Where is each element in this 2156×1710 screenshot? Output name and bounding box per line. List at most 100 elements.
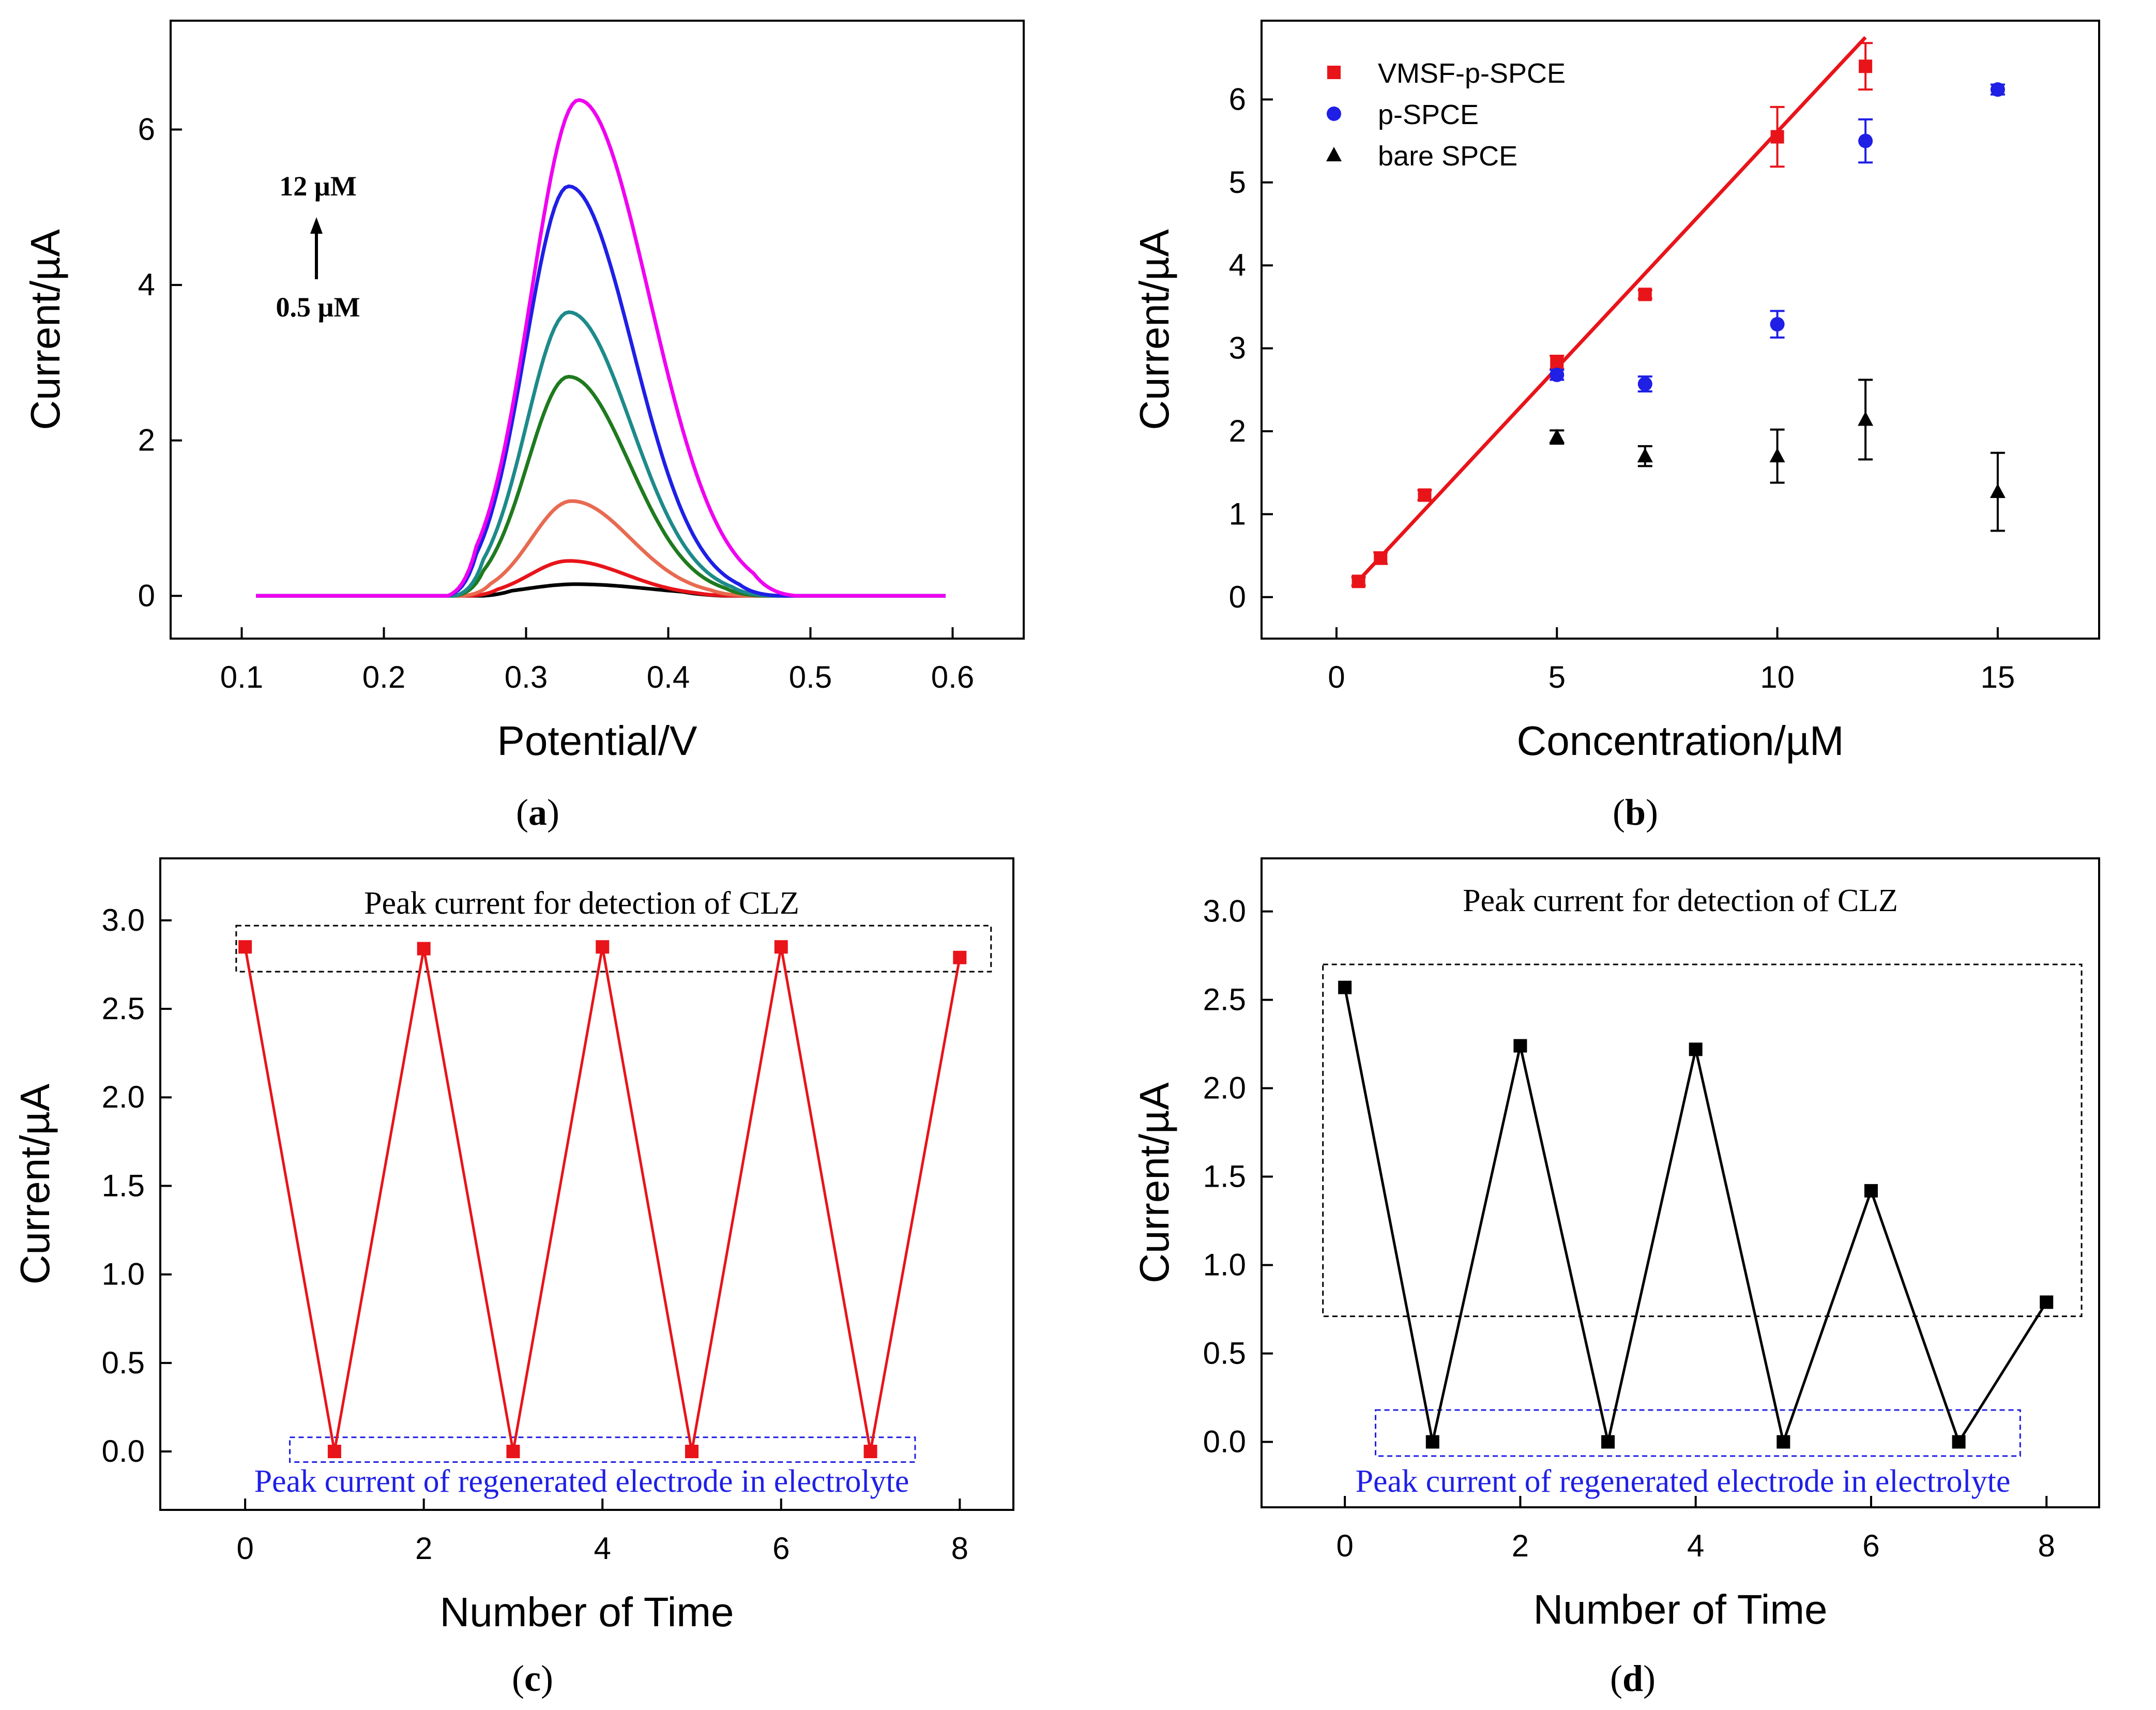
x-tick-label: 2 xyxy=(415,1531,432,1566)
y-tick-label: 3 xyxy=(1229,331,1246,366)
data-point xyxy=(1352,574,1365,588)
data-point xyxy=(1601,1435,1615,1449)
panel-caption: (d) xyxy=(1610,1658,1656,1699)
y-axis-title: Current/µA xyxy=(1131,229,1177,430)
plot-frame xyxy=(159,857,1014,1511)
annotation-arrow-head xyxy=(310,217,323,234)
annotation-top: 12 µM xyxy=(279,171,357,202)
voltammogram-curve xyxy=(256,499,946,598)
legend-label: bare SPCE xyxy=(1378,141,1517,172)
panel-c: 0 2 4 6 8 0.0 0.5 1.0 1.5 2.0 2.5 3.0 Number of Time… xyxy=(12,857,1014,1699)
x-axis-title: Number of Time xyxy=(439,1589,734,1635)
caption-paren-open: ( xyxy=(1610,1658,1622,1699)
legend-label: p-SPCE xyxy=(1378,99,1479,130)
caption-paren-close: ) xyxy=(547,792,559,833)
voltammogram-curve xyxy=(256,559,946,598)
caption-letter: b xyxy=(1625,792,1646,833)
annotation-box xyxy=(1375,1409,2021,1457)
data-point xyxy=(1864,1184,1878,1198)
data-point xyxy=(1770,317,1785,332)
y-tick-label: 3.0 xyxy=(102,903,145,937)
x-axis-title: Concentration/µM xyxy=(1516,718,1844,764)
data-point xyxy=(953,950,967,964)
y-axis-title: Current/µA xyxy=(1131,1082,1177,1283)
voltammogram-curve xyxy=(256,374,946,598)
legend-marker xyxy=(1327,66,1341,79)
fit-line xyxy=(1357,36,1867,582)
panel-d: 0 2 4 6 8 0.0 0.5 1.0 1.5 2.0 2.5 3.0 Number of Time… xyxy=(1131,857,2100,1699)
panel-b: 0 5 10 15 0 1 2 3 4 5 6 Concentration/µM Current/µA (… xyxy=(1131,20,2100,833)
x-tick-label: 0.3 xyxy=(505,660,548,694)
legend-marker xyxy=(1327,107,1341,121)
annotation-box xyxy=(289,1436,916,1463)
x-tick-label: 6 xyxy=(772,1531,789,1566)
y-tick-label: 6 xyxy=(1229,82,1246,116)
x-tick-label: 5 xyxy=(1548,660,1566,694)
data-point xyxy=(1374,551,1388,565)
data-point xyxy=(1418,488,1432,502)
data-point xyxy=(1990,82,2005,97)
data-point xyxy=(1769,448,1785,463)
y-tick-label: 1.0 xyxy=(1203,1248,1246,1282)
y-tick-label: 2.0 xyxy=(102,1080,145,1114)
x-tick-label: 0.5 xyxy=(789,660,832,694)
plot-frame xyxy=(1261,20,2100,640)
series-line xyxy=(244,946,961,1452)
voltammogram-curve xyxy=(256,310,946,598)
y-tick-label: 2.5 xyxy=(102,991,145,1026)
data-point xyxy=(1858,411,1874,426)
data-point xyxy=(774,940,788,954)
annotation-box xyxy=(1322,963,2083,1318)
x-tick-label: 8 xyxy=(2038,1529,2055,1563)
caption-letter: d xyxy=(1622,1658,1643,1699)
data-point xyxy=(685,1445,699,1459)
x-tick-label: 0.6 xyxy=(931,660,974,694)
caption-paren-open: ( xyxy=(1613,792,1625,833)
y-tick-label: 2.5 xyxy=(1203,982,1246,1017)
data-point xyxy=(1638,287,1652,301)
y-tick-label: 2.0 xyxy=(1203,1071,1246,1106)
data-point xyxy=(1770,130,1784,144)
x-tick-label: 0 xyxy=(1328,660,1345,694)
x-axis-title: Potential/V xyxy=(497,718,698,764)
y-tick-label: 5 xyxy=(1229,165,1246,200)
data-point xyxy=(1859,59,1873,73)
data-point xyxy=(1549,429,1565,444)
x-tick-label: 0 xyxy=(1336,1529,1353,1563)
caption-paren-close: ) xyxy=(1646,792,1658,833)
y-tick-label: 4 xyxy=(138,267,155,302)
data-point xyxy=(863,1445,877,1459)
x-tick-label: 0 xyxy=(236,1531,253,1566)
y-tick-label: 1.5 xyxy=(102,1168,145,1203)
y-tick-label: 0.5 xyxy=(1203,1336,1246,1370)
box-label-detection: Peak current for detection of CLZ xyxy=(364,886,799,921)
y-tick-label: 1.0 xyxy=(102,1257,145,1292)
y-tick-label: 2 xyxy=(138,423,155,458)
data-point xyxy=(1637,376,1652,391)
y-axis-title: Current/µA xyxy=(12,1083,58,1284)
x-tick-label: 2 xyxy=(1512,1529,1529,1563)
plot-frame xyxy=(170,20,1025,640)
annotation-bottom: 0.5 µM xyxy=(276,292,360,323)
data-point xyxy=(327,1445,341,1459)
caption-paren-close: ) xyxy=(541,1658,553,1699)
data-point xyxy=(506,1445,520,1459)
x-tick-label: 0.1 xyxy=(220,660,263,694)
data-point xyxy=(1777,1435,1790,1449)
y-tick-label: 0.5 xyxy=(102,1345,145,1380)
caption-paren-open: ( xyxy=(516,792,528,833)
caption-paren-open: ( xyxy=(512,1658,524,1699)
x-tick-label: 0.2 xyxy=(362,660,405,694)
legend-marker xyxy=(1326,147,1342,161)
x-tick-label: 6 xyxy=(1862,1529,1879,1563)
legend-label: VMSF-p-SPCE xyxy=(1378,58,1566,89)
x-tick-label: 10 xyxy=(1760,660,1795,694)
box-label-detection: Peak current for detection of CLZ xyxy=(1463,883,1898,918)
data-point xyxy=(1689,1042,1703,1056)
panel-caption: (b) xyxy=(1613,792,1658,833)
x-tick-label: 4 xyxy=(594,1531,611,1566)
y-tick-label: 2 xyxy=(1229,414,1246,448)
y-tick-label: 4 xyxy=(1229,248,1246,282)
voltammogram-curve xyxy=(256,184,946,598)
